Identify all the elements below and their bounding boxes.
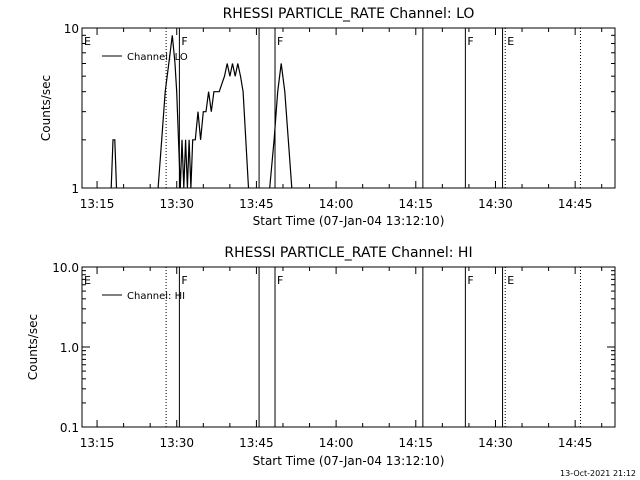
x-tick-label: 13:30 <box>159 436 194 450</box>
x-tick-label: 14:45 <box>558 197 593 211</box>
y-axis-label: Counts/sec <box>39 75 53 141</box>
legend-label: Channel: LO <box>127 52 188 63</box>
event-marker-label: F <box>277 274 283 287</box>
event-marker-label: E <box>84 274 91 287</box>
event-marker-label: F <box>181 35 187 48</box>
y-axis-label: Counts/sec <box>26 314 40 380</box>
x-tick-label: 14:30 <box>478 197 513 211</box>
y-tick-label: 1 <box>71 182 79 196</box>
x-axis-label: Start Time (07-Jan-04 13:12:10) <box>253 214 445 228</box>
y-tick-label: 10.0 <box>52 261 79 275</box>
event-marker-label: F <box>467 35 473 48</box>
chart-panel-1: RHESSI PARTICLE_RATE Channel: LO 13:15 13:… <box>39 6 616 228</box>
event-marker-label: F <box>277 35 283 48</box>
x-tick-label: 14:45 <box>558 436 593 450</box>
event-marker-label: F <box>467 274 473 287</box>
event-marker-label: E <box>84 35 91 48</box>
x-tick-label: 13:45 <box>239 436 274 450</box>
x-tick-label: 14:15 <box>398 436 433 450</box>
event-marker-label: E <box>507 35 514 48</box>
chart-title: RHESSI PARTICLE_RATE Channel: LO <box>223 6 475 22</box>
y-tick-label: 1.0 <box>60 341 79 355</box>
legend-label: Channel: HI <box>127 291 185 302</box>
x-tick-label: 14:00 <box>319 197 354 211</box>
y-tick-label: 0.1 <box>60 421 79 435</box>
x-tick-label: 13:15 <box>80 197 115 211</box>
event-marker-label: F <box>181 274 187 287</box>
chart-panel-2: RHESSI PARTICLE_RATE Channel: HI 13:15 13:… <box>26 245 616 468</box>
event-marker-label: E <box>507 274 514 287</box>
y-tick-label: 10 <box>64 22 79 36</box>
x-tick-label: 13:30 <box>159 197 194 211</box>
x-tick-label: 14:00 <box>319 436 354 450</box>
x-tick-label: 13:45 <box>239 197 274 211</box>
x-tick-label: 13:15 <box>80 436 115 450</box>
x-tick-label: 14:30 <box>478 436 513 450</box>
chart-title: RHESSI PARTICLE_RATE Channel: HI <box>224 245 472 261</box>
x-axis-label: Start Time (07-Jan-04 13:12:10) <box>253 454 445 468</box>
series-line <box>110 35 293 189</box>
x-tick-label: 14:15 <box>398 197 433 211</box>
footer-timestamp: 13-Oct-2021 21:12 <box>560 469 636 478</box>
